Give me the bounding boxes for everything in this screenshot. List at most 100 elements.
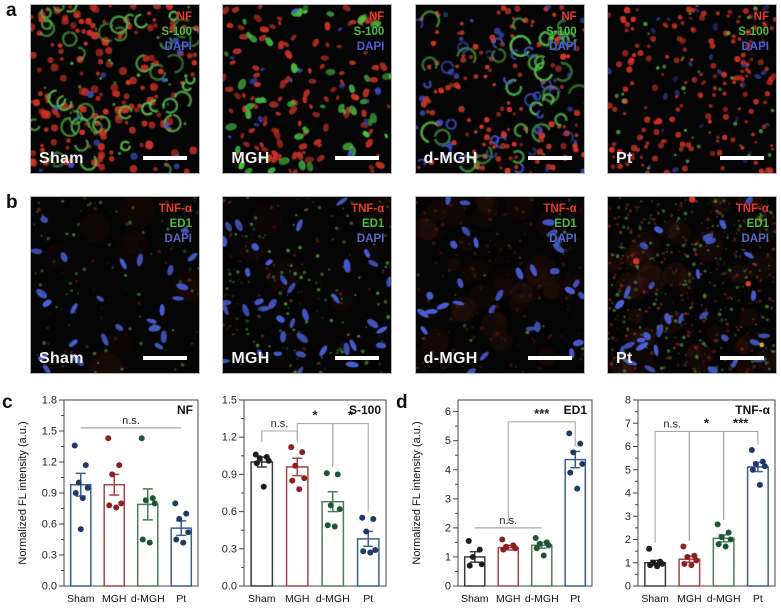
svg-text:6: 6 [625,441,631,453]
svg-text:1.5: 1.5 [222,395,237,407]
group-label: Pt [615,350,633,367]
svg-text:1.2: 1.2 [222,432,237,444]
fluorescence-image [223,5,392,173]
chart-s-100: 0.0 0.3 0.6 0.9 1.2 1.5 Sham MGH d-MGH Pt n.s. * * S-… [208,390,392,616]
x-tick-label: d-MGH [316,593,350,605]
svg-text:1.8: 1.8 [42,395,57,407]
legend-entry-nf: NF [368,11,385,23]
stain-legend: TNF-α ED1 DAPI [736,202,769,247]
chart-nf: 0.0 0.3 0.6 0.9 1.2 1.5 1.8 Sham MGH d-MGH Pt n.s. N… [14,390,204,616]
chart-tnf-: 0 1 2 3 4 5 6 7 8 Sham MGH d-MGH Pt n.s. * *** TNF-α [602,390,781,616]
x-tick-label: d-MGH [131,593,165,605]
svg-text:2: 2 [445,522,451,534]
y-axis-label: Normalized FL intensity (a.u.) [17,421,29,564]
scale-bar [719,356,764,360]
chart-title: TNF-α [735,403,770,417]
legend-entry-tnf-α: TNF-α [735,203,769,215]
legend-entry-dapi: DAPI [549,233,577,245]
fluorescence-image [607,197,776,373]
legend-entry-nf: NF [753,11,769,23]
micro-panel-b-pt: TNF-α ED1 DAPI Pt [606,196,777,374]
microscopy-row-a: NF S-100 DAPI Sham NF S-100 DAPI MGH NF S-100 DAPI… [30,4,777,174]
significance-label: * [312,408,318,423]
svg-text:0: 0 [445,581,451,593]
x-tick-label: Sham [248,593,276,605]
x-tick-label: MGH [677,593,702,605]
x-tick-label: Pt [570,593,580,605]
y-axis-label: Normalized FL intensity (a.u.) [411,421,423,564]
svg-text:0.6: 0.6 [222,506,237,518]
svg-text:1: 1 [625,557,631,569]
svg-text:0.0: 0.0 [222,581,237,593]
scale-bar [143,356,187,360]
svg-text:5: 5 [625,464,631,476]
micro-panel-b-mgh: TNF-α ED1 DAPI MGH [222,196,393,374]
legend-entry-tnf-α: TNF-α [351,203,385,215]
scale-bar [335,356,380,360]
group-label: Sham [39,350,84,367]
x-tick-label: MGH [496,593,521,605]
svg-text:3: 3 [625,511,631,523]
micro-panel-b-d-mgh: TNF-α ED1 DAPI d-MGH [414,196,585,374]
legend-entry-nf: NF [176,11,192,23]
legend-entry-dapi: DAPI [164,41,192,53]
svg-text:8: 8 [625,395,631,407]
svg-text:0.9: 0.9 [222,469,237,481]
stain-legend: NF S-100 DAPI [354,10,385,55]
significance-label: *** [733,415,749,430]
stain-legend: NF S-100 DAPI [546,10,577,55]
legend-entry-ed1: ED1 [361,218,385,230]
svg-text:0.9: 0.9 [42,488,57,500]
scale-bar [527,156,572,160]
micro-panel-a-pt: NF S-100 DAPI Pt [606,4,777,174]
fluorescence-image [31,197,199,373]
stain-legend: TNF-α ED1 DAPI [543,202,576,247]
significance-label: n.s. [271,418,289,430]
legend-entry-dapi: DAPI [356,233,385,245]
x-tick-label: Sham [461,593,489,605]
group-label: Sham [39,150,84,167]
chart-title: S-100 [349,403,381,417]
x-tick-label: MGH [102,593,127,605]
svg-text:1: 1 [445,551,451,563]
legend-entry-dapi: DAPI [549,41,577,53]
x-tick-label: Pt [176,593,186,605]
svg-text:0.6: 0.6 [42,519,57,531]
legend-entry-tnf-α: TNF-α [543,203,577,215]
fluorescence-image [415,197,584,373]
legend-entry-dapi: DAPI [741,233,769,245]
svg-text:0.3: 0.3 [42,550,57,562]
group-label: MGH [231,350,270,367]
fluorescence-image [607,5,776,173]
legend-entry-s-100: S-100 [353,26,385,38]
legend-entry-nf: NF [561,11,577,23]
microscopy-row-b: TNF-α ED1 DAPI Sham TNF-α ED1 DAPI MGH TNF-α ED1 D… [30,196,777,374]
legend-entry-s-100: S-100 [545,26,577,38]
x-tick-label: d-MGH [707,593,741,605]
chart-title: NF [177,403,193,417]
svg-text:1.2: 1.2 [42,457,57,469]
svg-text:5: 5 [445,435,451,447]
scale-bar [719,156,764,160]
legend-entry-dapi: DAPI [164,233,192,245]
x-tick-label: Sham [67,593,95,605]
svg-text:1.5: 1.5 [42,426,57,438]
scale-bar [527,356,572,360]
chart-title: ED1 [564,403,588,417]
legend-entry-s-100: S-100 [161,26,192,38]
panel-letter-d: d [396,392,408,413]
svg-text:4: 4 [445,464,451,476]
scale-bar [143,156,187,160]
significance-label: *** [534,406,550,421]
chart-ed1: 0 1 2 3 4 5 6 Sham MGH d-MGH Pt n.s. *** ED1 Normalize… [408,390,598,616]
bar-chart-svg: 0.0 0.3 0.6 0.9 1.2 1.5 1.8 Sham MGH d-MGH Pt n.s. N… [17,395,199,605]
x-tick-label: d-MGH [525,593,559,605]
legend-entry-dapi: DAPI [741,41,769,53]
svg-text:0.0: 0.0 [42,581,57,593]
svg-text:0: 0 [625,581,631,593]
legend-entry-s-100: S-100 [738,26,769,38]
scale-bar [335,156,380,160]
